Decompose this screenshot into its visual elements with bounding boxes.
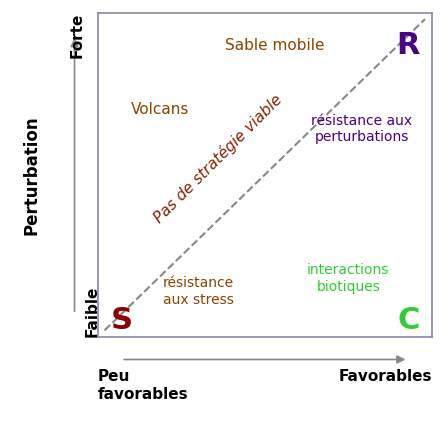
Text: interactions
biotiques: interactions biotiques xyxy=(307,264,389,293)
Text: S: S xyxy=(110,306,132,335)
Text: résistance
aux stress: résistance aux stress xyxy=(162,276,234,306)
Text: Faible: Faible xyxy=(85,285,100,337)
Text: Forte: Forte xyxy=(69,13,85,58)
Text: Volcans: Volcans xyxy=(131,102,190,117)
Text: Pas de stratégie viable: Pas de stratégie viable xyxy=(151,91,285,226)
Text: R: R xyxy=(396,31,420,59)
Text: Sable mobile: Sable mobile xyxy=(225,37,324,53)
Text: Perturbation: Perturbation xyxy=(22,115,40,234)
Text: Peu
favorables: Peu favorables xyxy=(98,369,189,402)
Text: Favorables: Favorables xyxy=(338,369,432,384)
Text: C: C xyxy=(397,306,420,335)
Text: résistance aux
perturbations: résistance aux perturbations xyxy=(311,114,412,144)
